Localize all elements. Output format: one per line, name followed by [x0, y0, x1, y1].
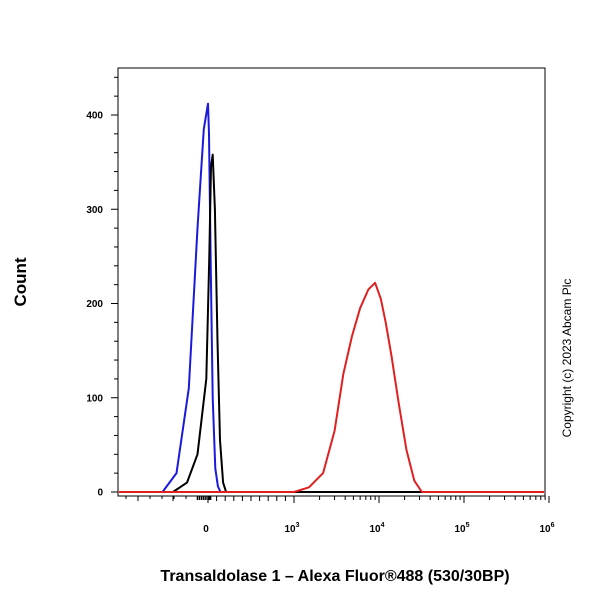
x-tick-label: 0	[203, 524, 209, 535]
y-axis: 0 100 200 300 400	[86, 76, 118, 499]
x-tick-label: 104	[369, 522, 384, 535]
histogram-series-1	[119, 102, 544, 493]
x-tick-label: 106	[539, 522, 554, 535]
series-group	[119, 102, 544, 493]
y-tick-label: 100	[86, 393, 103, 404]
x-tick-label: 103	[284, 522, 299, 535]
y-tick-label: 300	[86, 205, 103, 216]
y-tick-label: 400	[86, 111, 103, 122]
copyright-text: Copyright (c) 2023 Abcam Plc	[560, 279, 574, 438]
y-tick-label: 200	[86, 299, 103, 310]
y-tick-label: 0	[97, 488, 103, 499]
y-axis-title: Count	[11, 257, 30, 306]
plot-frame	[117, 67, 546, 497]
x-axis-title: Transaldolase 1 – Alexa Fluor®488 (530/3…	[160, 568, 509, 585]
histogram-series-2	[119, 153, 544, 493]
x-tick-label: 105	[454, 522, 469, 535]
histogram-series-3	[119, 281, 544, 493]
x-axis: 0 103 104 105 106	[125, 496, 555, 535]
